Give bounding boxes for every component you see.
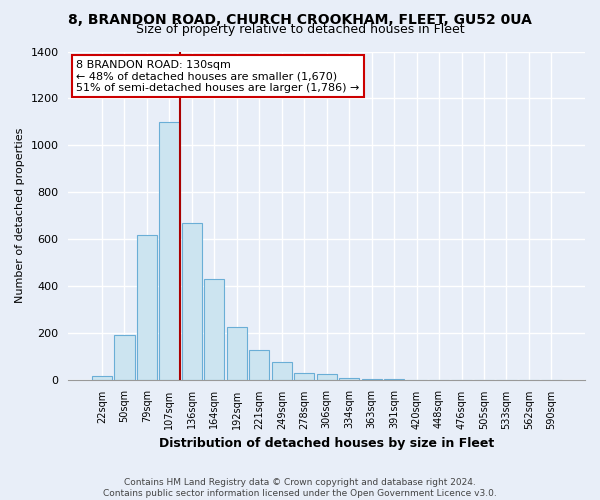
Bar (159, 122, 179, 380)
Bar (115, 335, 134, 380)
Text: 8, BRANDON ROAD, CHURCH CROOKHAM, FLEET, GU52 0UA: 8, BRANDON ROAD, CHURCH CROOKHAM, FLEET,… (68, 12, 532, 26)
Bar (204, 279, 224, 380)
Bar (92, 376, 112, 380)
X-axis label: Distribution of detached houses by size in Fleet: Distribution of detached houses by size … (159, 437, 494, 450)
Text: Size of property relative to detached houses in Fleet: Size of property relative to detached ho… (136, 22, 464, 36)
Bar (339, 378, 359, 380)
Bar (272, 362, 292, 380)
Bar (317, 374, 337, 380)
Bar (362, 379, 382, 380)
Bar (137, 236, 157, 380)
Text: Contains HM Land Registry data © Crown copyright and database right 2024.
Contai: Contains HM Land Registry data © Crown c… (103, 478, 497, 498)
Bar (249, 350, 269, 380)
Bar (294, 372, 314, 380)
Y-axis label: Number of detached properties: Number of detached properties (15, 128, 25, 303)
Bar (182, 222, 202, 380)
Bar (227, 327, 247, 380)
Text: 8 BRANDON ROAD: 130sqm
← 48% of detached houses are smaller (1,670)
51% of semi-: 8 BRANDON ROAD: 130sqm ← 48% of detached… (76, 60, 359, 93)
